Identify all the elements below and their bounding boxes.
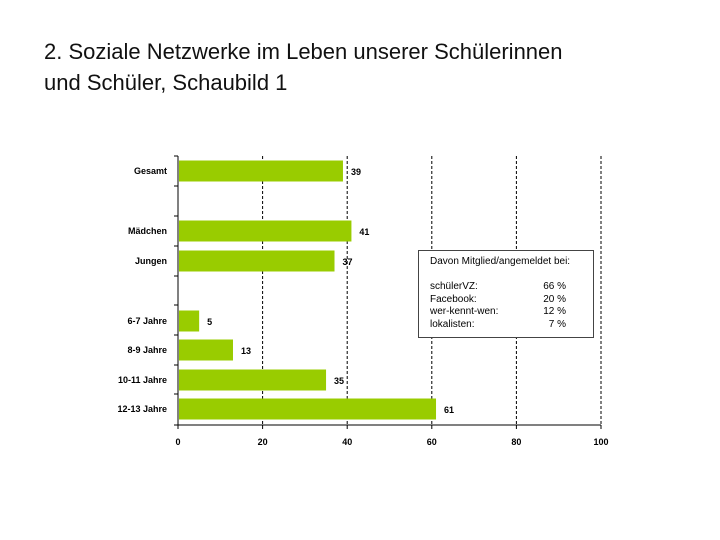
slide-title-line2: und Schüler, Schaubild 1 [44,70,288,95]
slide-title: 2. Soziale Netzwerke im Leben unserer Sc… [44,36,684,98]
network-membership-box: Davon Mitglied/angemeldet bei: schülerVZ… [418,250,594,338]
network-name: wer-kennt-wen: [430,306,499,317]
bar [179,310,200,332]
bar [179,220,352,242]
bar [179,339,233,361]
network-name: schülerVZ: [430,281,478,292]
value-label: 61 [444,405,454,415]
network-row: wer-kennt-wen: 12 % [430,306,593,319]
bar [179,398,437,420]
category-label: Mädchen [128,226,167,236]
category-label: 10-11 Jahre [118,375,167,385]
x-tick-label: 40 [342,437,352,447]
slide-title-line1: 2. Soziale Netzwerke im Leben unserer Sc… [44,39,563,64]
network-percent: 7 % [548,318,566,330]
axes [174,155,602,429]
network-row: lokalisten: 7 % [430,319,593,332]
x-tick-label: 0 [175,437,180,447]
network-name: Facebook: [430,293,477,305]
network-percent: 12 % [543,306,566,317]
value-label: 41 [359,227,369,237]
bar [179,250,335,272]
category-label: Gesamt [134,166,167,176]
category-label: Jungen [135,256,167,266]
category-label: 6-7 Jahre [127,316,167,326]
network-row: schülerVZ: 66 % [430,281,593,294]
network-percent: 20 % [543,293,566,305]
value-label: 13 [241,346,251,356]
x-tick-label: 80 [511,437,521,447]
x-tick-label: 100 [593,437,608,447]
category-label: 12-13 Jahre [117,404,167,414]
network-row: Facebook: 20 % [430,294,593,307]
value-label: 39 [351,167,361,177]
value-label: 5 [207,317,212,327]
bar [179,369,327,391]
network-percent: 66 % [543,281,566,292]
category-label: 8-9 Jahre [127,345,167,355]
x-tick-label: 20 [258,437,268,447]
network-name: lokalisten: [430,318,475,330]
value-label: 35 [334,376,344,386]
labels: 0 20 40 60 80 100 Gesamt 39 Mädchen 41 Jungen 37 6-7… [117,166,608,447]
bar [179,160,343,182]
bars [179,160,437,420]
x-tick-label: 60 [427,437,437,447]
value-label: 37 [343,257,353,267]
network-membership-heading: Davon Mitglied/angemeldet bei: [430,256,571,267]
